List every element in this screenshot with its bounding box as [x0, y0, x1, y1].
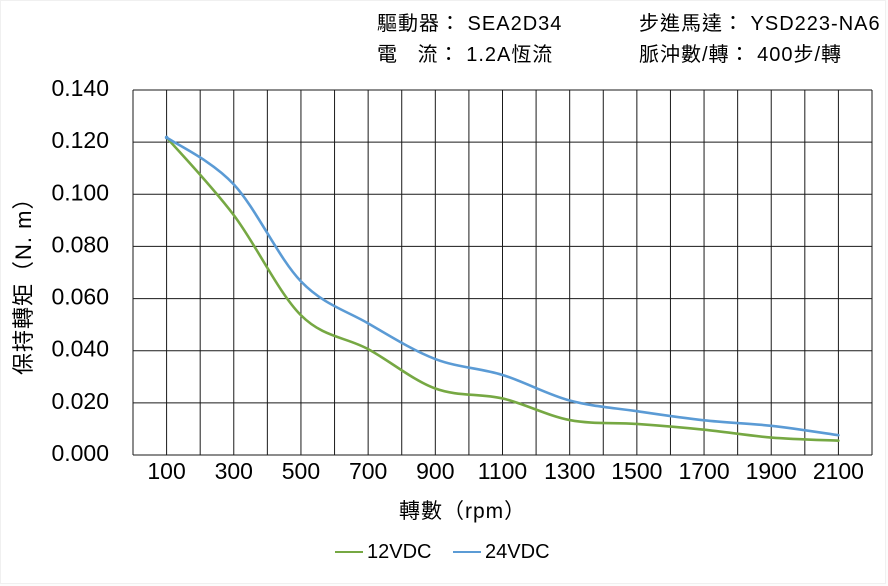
- svg-text:0.000: 0.000: [51, 440, 109, 466]
- svg-text:0.120: 0.120: [51, 127, 109, 153]
- svg-text:0.040: 0.040: [51, 336, 109, 362]
- svg-text:0.140: 0.140: [51, 75, 109, 101]
- svg-text:300: 300: [215, 458, 253, 484]
- svg-text:1300: 1300: [544, 458, 595, 484]
- svg-text:1900: 1900: [746, 458, 797, 484]
- svg-text:900: 900: [416, 458, 454, 484]
- svg-text:0.020: 0.020: [51, 388, 109, 414]
- svg-text:0.060: 0.060: [51, 284, 109, 310]
- svg-text:100: 100: [147, 458, 185, 484]
- svg-text:1500: 1500: [611, 458, 662, 484]
- svg-text:1700: 1700: [678, 458, 729, 484]
- svg-text:0.100: 0.100: [51, 179, 109, 205]
- svg-text:1100: 1100: [478, 458, 527, 484]
- svg-text:500: 500: [282, 458, 320, 484]
- svg-text:2100: 2100: [813, 458, 864, 484]
- svg-text:700: 700: [349, 458, 387, 484]
- svg-text:0.080: 0.080: [51, 231, 109, 257]
